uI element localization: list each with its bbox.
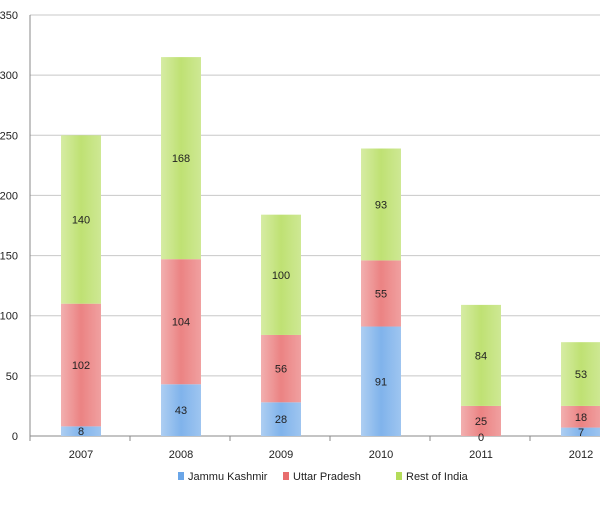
bar-rest-of-india-2008 xyxy=(161,57,201,260)
y-tick-label-150: 150 xyxy=(0,251,18,263)
data-label-jammu-kashmir-2012: 7 xyxy=(578,427,584,439)
legend-label-rest-of-india: Rest of India xyxy=(406,471,469,483)
bar-rest-of-india-2010 xyxy=(361,148,401,261)
legend-swatch-rest-of-india xyxy=(396,472,402,480)
bar-rest-of-india-2012 xyxy=(561,342,600,406)
data-labels: 8 102 140 43 104 168 28 56 100 91 55 93 0 25 84 7 18 53 xyxy=(72,153,587,444)
x-axis-ticks: 2007 2008 2009 2010 2011 2012 xyxy=(69,449,593,461)
bar-rest-of-india-2007 xyxy=(61,135,101,304)
bar-uttar-pradesh-2008 xyxy=(161,259,201,385)
bar-rest-of-india-2009 xyxy=(261,214,301,335)
x-tick-label-2012: 2012 xyxy=(569,449,593,461)
data-label-jammu-kashmir-2007: 8 xyxy=(78,426,84,438)
bar-jammu-kashmir-2008 xyxy=(161,384,201,436)
data-label-uttar-pradesh-2012: 18 xyxy=(575,412,587,424)
x-tick-label-2008: 2008 xyxy=(169,449,193,461)
y-tick-label-50: 50 xyxy=(6,371,18,383)
bar-uttar-pradesh-2012 xyxy=(561,405,600,428)
y-tick-label-300: 300 xyxy=(0,70,18,82)
y-tick-label-0: 0 xyxy=(12,431,18,443)
data-label-rest-of-india-2011: 84 xyxy=(475,350,487,362)
data-label-uttar-pradesh-2009: 56 xyxy=(275,364,287,376)
data-label-uttar-pradesh-2008: 104 xyxy=(172,317,190,329)
data-label-uttar-pradesh-2007: 102 xyxy=(72,360,90,372)
data-label-rest-of-india-2007: 140 xyxy=(72,214,90,226)
data-label-rest-of-india-2008: 168 xyxy=(172,153,190,165)
y-tick-label-200: 200 xyxy=(0,190,18,202)
x-tick-label-2010: 2010 xyxy=(369,449,393,461)
data-label-rest-of-india-2009: 100 xyxy=(272,270,290,282)
bar-jammu-kashmir-2012 xyxy=(561,427,600,436)
bar-uttar-pradesh-2007 xyxy=(61,303,101,427)
data-label-jammu-kashmir-2009: 28 xyxy=(275,414,287,426)
y-tick-label-350: 350 xyxy=(0,10,18,22)
bar-rest-of-india-2011 xyxy=(461,304,501,406)
x-tick-label-2011: 2011 xyxy=(469,449,493,461)
data-label-jammu-kashmir-2008: 43 xyxy=(175,405,187,417)
legend-swatch-jammu-kashmir xyxy=(178,472,184,480)
legend: Jammu Kashmir Uttar Pradesh Rest of India xyxy=(178,471,469,483)
x-tick-label-2007: 2007 xyxy=(69,449,93,461)
bar-jammu-kashmir-2009 xyxy=(261,402,301,436)
data-label-rest-of-india-2012: 53 xyxy=(575,369,587,381)
data-label-uttar-pradesh-2010: 55 xyxy=(375,288,387,300)
bars xyxy=(61,57,600,436)
gridlines xyxy=(29,14,600,441)
bar-jammu-kashmir-2010 xyxy=(361,326,401,436)
data-label-jammu-kashmir-2010: 91 xyxy=(375,376,387,388)
legend-swatch-uttar-pradesh xyxy=(283,472,289,480)
legend-label-uttar-pradesh: Uttar Pradesh xyxy=(293,471,361,483)
bar-uttar-pradesh-2009 xyxy=(261,334,301,403)
data-label-uttar-pradesh-2011: 25 xyxy=(475,416,487,428)
data-label-jammu-kashmir-2011: 0 xyxy=(478,432,484,444)
bar-jammu-kashmir-2007 xyxy=(61,426,101,436)
x-tick-label-2009: 2009 xyxy=(269,449,293,461)
legend-label-jammu-kashmir: Jammu Kashmir xyxy=(188,471,268,483)
y-tick-label-100: 100 xyxy=(0,311,18,323)
y-tick-label-250: 250 xyxy=(0,130,18,142)
bar-uttar-pradesh-2011 xyxy=(461,405,501,436)
data-label-rest-of-india-2010: 93 xyxy=(375,199,387,211)
y-axis-ticks: 0 50 100 150 200 250 300 350 xyxy=(0,10,18,443)
bar-uttar-pradesh-2010 xyxy=(361,260,401,327)
